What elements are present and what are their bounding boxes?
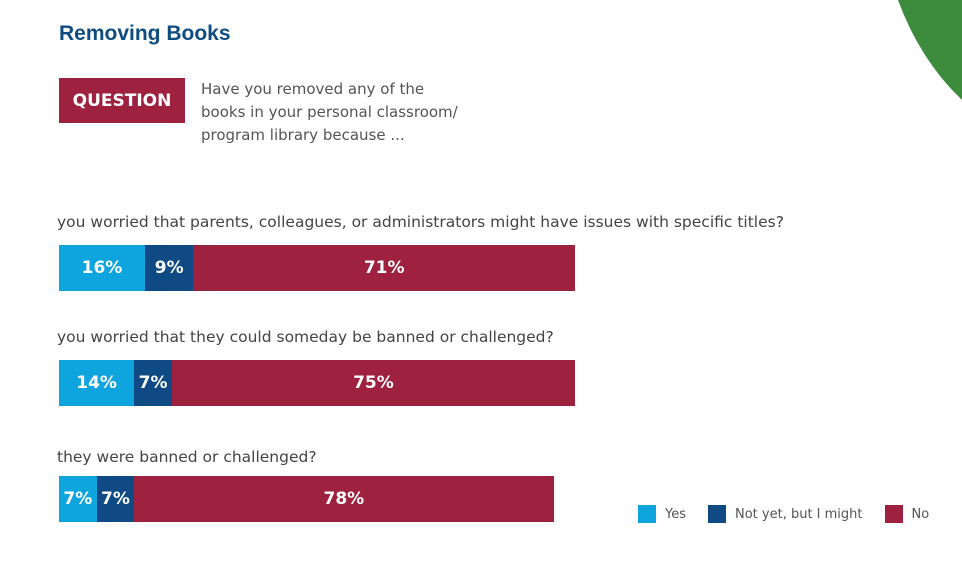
bar-segment-yes: 16% — [59, 245, 145, 291]
legend-item: Yes — [638, 505, 686, 523]
bar-segment-not-yet-but-i-might: 7% — [96, 476, 135, 522]
bar-segment-yes: 7% — [59, 476, 97, 522]
bar-category-label: you worried that parents, colleagues, or… — [57, 213, 784, 231]
question-text: Have you removed any of the books in you… — [201, 80, 458, 144]
bar-segment-no: 75% — [171, 360, 575, 406]
bar-segment-not-yet-but-i-might: 9% — [145, 245, 194, 291]
bar-segment-no: 71% — [193, 245, 575, 291]
bar-category-label: they were banned or challenged? — [57, 448, 317, 466]
decorative-green-arc — [898, 0, 962, 100]
legend-swatch — [708, 505, 726, 523]
bar-segment-not-yet-but-i-might: 7% — [134, 360, 172, 406]
legend-swatch — [884, 505, 903, 523]
legend-item: No — [884, 505, 930, 523]
legend-item: Not yet, but I might — [708, 505, 863, 523]
legend: Yes Not yet, but I might No — [638, 505, 951, 523]
legend-label: Yes — [665, 506, 686, 522]
legend-label: No — [911, 506, 930, 522]
question-badge: QUESTION — [59, 78, 185, 123]
page-title: Removing Books — [59, 22, 231, 45]
bar-segment-yes: 14% — [59, 360, 135, 406]
bar-segment-no: 78% — [134, 476, 554, 522]
bar-category-label: you worried that they could someday be b… — [57, 328, 554, 346]
legend-swatch — [638, 505, 656, 523]
legend-label: Not yet, but I might — [735, 506, 863, 522]
